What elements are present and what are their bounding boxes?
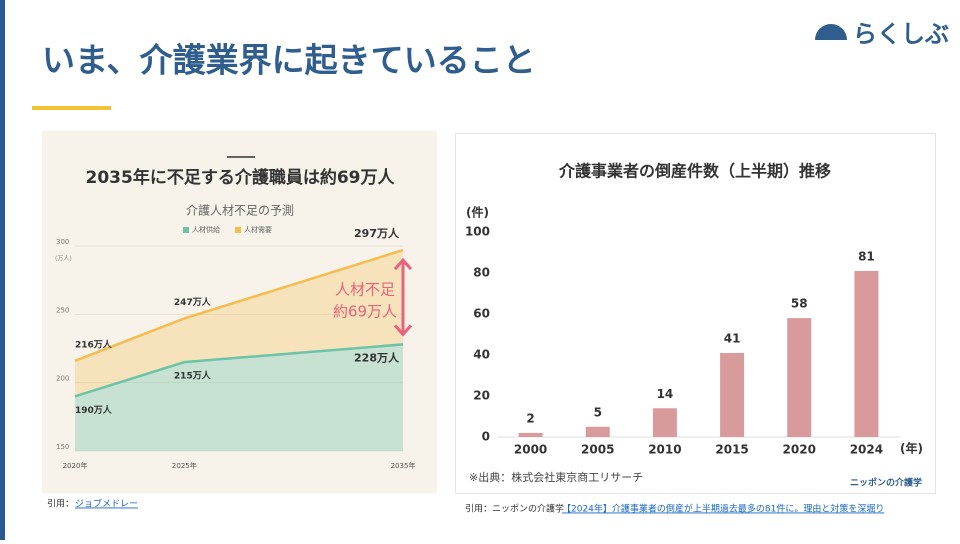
x-tick-label: 2024 — [850, 443, 883, 457]
y-unit: (万人) — [55, 256, 72, 263]
bar — [518, 432, 543, 437]
legend-swatch — [235, 227, 241, 233]
left-panel — [42, 131, 437, 493]
y-tick-label: 20 — [473, 389, 490, 403]
area-fill — [75, 250, 403, 397]
y-tick-label: 0 — [482, 430, 490, 444]
x-unit: (年) — [900, 441, 923, 456]
value-label: 81 — [858, 249, 875, 263]
legend-label: 人材需要 — [244, 225, 272, 234]
x-tick-label: 2020 — [783, 443, 816, 457]
chart-title: 2035年に不足する介護職員は約69万人 — [86, 167, 396, 188]
citation-prefix: 引用： — [47, 499, 74, 510]
chart-subtitle: 介護人材不足の予測 — [186, 203, 294, 218]
x-tick-label: 2025年 — [172, 461, 197, 470]
y-tick-label: 150 — [56, 443, 69, 451]
gap-arrow — [393, 257, 413, 337]
value-label: 2 — [526, 411, 534, 425]
value-label: 247万人 — [174, 296, 212, 308]
side-bar — [0, 0, 5, 540]
y-unit: (件) — [466, 205, 489, 220]
x-tick-label: 2015 — [715, 443, 748, 457]
logo: らくしぶ — [815, 20, 949, 48]
title-underline — [32, 106, 111, 110]
series-line — [74, 248, 404, 362]
logo-icon — [815, 24, 847, 40]
y-tick-label: 40 — [473, 348, 490, 362]
citation-link[interactable]: 【2024年】介護事業者の倒産が上半期過去最多の81件に。理由と対策を深堀り — [562, 503, 884, 515]
x-tick-label: 2020年 — [63, 461, 88, 470]
annotation: 人材不足 — [335, 281, 395, 299]
legend-label: 人材供給 — [192, 225, 220, 234]
value-label: 41 — [724, 331, 741, 345]
value-label: 5 — [594, 405, 602, 419]
value-label: 216万人 — [75, 338, 113, 350]
annotation: 約69万人 — [333, 303, 397, 321]
y-tick-label: 300 — [56, 238, 69, 246]
citation-link[interactable]: ジョブメドレー — [75, 498, 138, 510]
value-label: 215万人 — [174, 370, 212, 382]
y-tick-label: 250 — [56, 306, 69, 314]
bar — [787, 318, 812, 437]
bar — [720, 352, 745, 437]
citation-prefix: 引用：ニッポンの介護学 — [465, 503, 564, 515]
source: ※出典：株式会社東京商工リサーチ — [469, 470, 643, 484]
x-tick-label: 2005 — [581, 443, 614, 457]
bar — [652, 408, 677, 437]
x-tick-label: 2035年 — [391, 461, 416, 470]
bar — [585, 426, 610, 437]
y-tick-label: 200 — [56, 375, 69, 383]
bar — [854, 270, 879, 437]
value-label: 190万人 — [75, 404, 113, 416]
slide-title: いま、介護業界に起きていること — [42, 41, 536, 80]
chart-title: 介護事業者の倒産件数（上半期）推移 — [558, 162, 831, 181]
value-label: 14 — [657, 387, 674, 401]
x-tick-label: 2010 — [648, 443, 681, 457]
series-line — [74, 343, 404, 398]
value-label: 297万人 — [354, 226, 400, 240]
y-tick-label: 100 — [465, 225, 490, 239]
legend-swatch — [183, 227, 189, 233]
x-tick-label: 2000 — [514, 443, 547, 457]
source-logo: ニッポンの介護学 — [850, 477, 922, 489]
y-tick-label: 60 — [473, 307, 490, 321]
value-label: 228万人 — [354, 350, 400, 364]
value-label: 58 — [791, 297, 808, 311]
logo-text: らくしぶ — [853, 20, 949, 48]
y-tick-label: 80 — [473, 266, 490, 280]
